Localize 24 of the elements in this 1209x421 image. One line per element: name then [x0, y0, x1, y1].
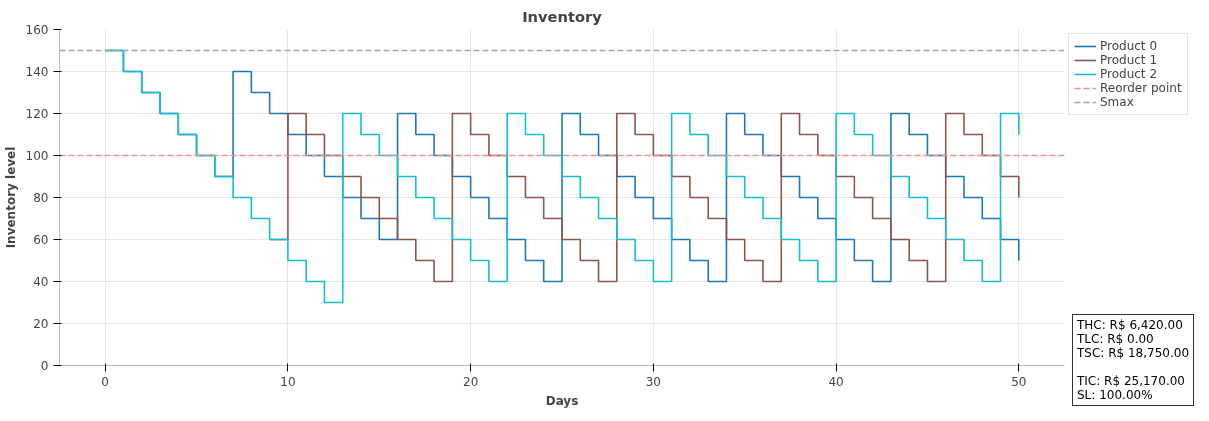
- chart-title: Inventory: [522, 7, 603, 25]
- y-tick-label: 160: [25, 23, 49, 37]
- legend-label: Product 0: [1100, 39, 1158, 53]
- y-tick-label: 120: [25, 107, 49, 121]
- x-tick-label: 10: [280, 374, 296, 389]
- legend-label: Product 1: [1100, 53, 1158, 67]
- x-tick-label: 30: [645, 374, 662, 389]
- x-tick-label: 0: [101, 374, 110, 389]
- legend-label: Reorder point: [1100, 81, 1182, 95]
- y-tick-label: 140: [25, 65, 49, 79]
- text: THC: R$ 6,420.00 TLC: R$ 0.00 TSC: R$ 18,750.00 TIC: R$ 25,170.00 SL: 100.00%: [1077, 318, 1190, 402]
- y-tick-label: 80: [33, 191, 49, 205]
- legend-label: Product 2: [1100, 67, 1158, 81]
- y-tick-label: 100: [25, 149, 49, 163]
- y-tick-label: 20: [33, 317, 49, 331]
- legend-label: Smax: [1100, 95, 1134, 109]
- x-tick-label: 20: [463, 374, 479, 389]
- y-axis-title: Inventory level: [3, 146, 18, 249]
- y-tick-label: 0: [40, 359, 49, 373]
- x-tick-label: 40: [828, 374, 844, 389]
- x-axis-title: Days: [545, 393, 579, 408]
- y-tick-label: 60: [33, 233, 49, 247]
- y-tick-label: 40: [33, 275, 49, 289]
- x-tick-label: 50: [1011, 374, 1027, 389]
